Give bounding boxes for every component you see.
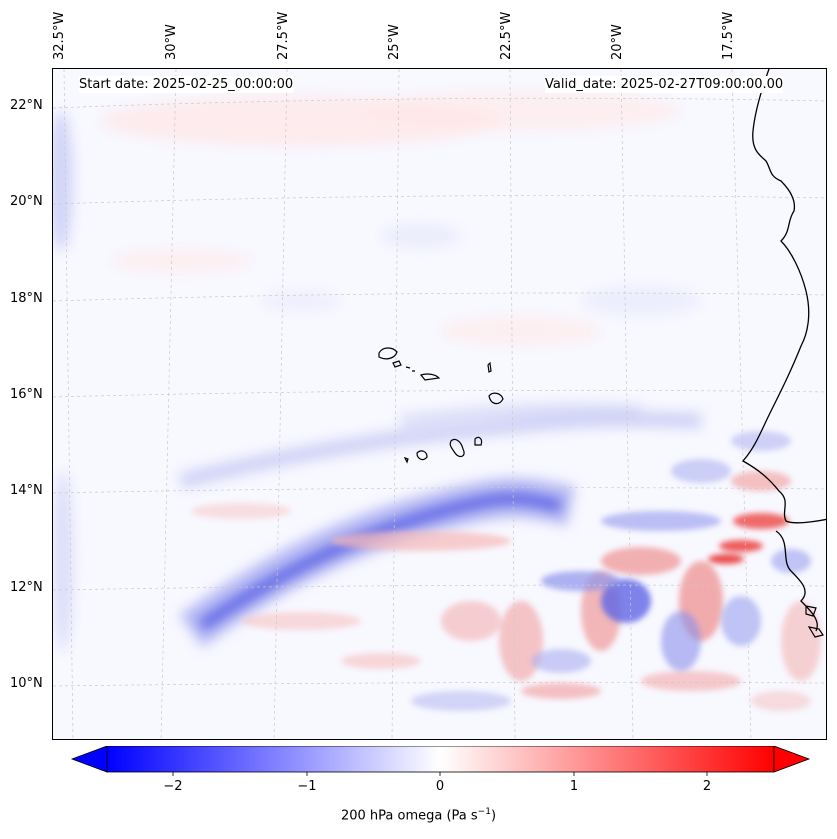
lon-label-22-5w: 22.5°W xyxy=(499,11,514,60)
omega-field xyxy=(53,69,826,739)
colorbar-tick-2: 2 xyxy=(702,779,712,794)
colorbar-min-extension xyxy=(70,746,108,773)
lat-label-14n: 14°N xyxy=(10,483,43,498)
start-date-label: Start date: 2025-02-25_00:00:00 xyxy=(79,76,294,93)
graticule xyxy=(53,69,826,739)
islands xyxy=(378,347,824,638)
background-shading xyxy=(53,91,701,651)
lat-label-18n: 18°N xyxy=(10,291,43,306)
sinking-band xyxy=(179,403,702,648)
lat-label-16n: 16°N xyxy=(10,387,43,402)
colorbar xyxy=(70,746,811,776)
lon-label-30w: 30°W xyxy=(164,24,179,60)
lat-label-12n: 12°N xyxy=(10,580,43,595)
colorbar-label-close: ) xyxy=(490,808,497,824)
lon-label-20w: 20°W xyxy=(610,24,625,60)
valid-date-label: Valid_date: 2025-02-27T09:00:00.00 xyxy=(545,76,784,93)
lat-label-20n: 20°N xyxy=(10,194,43,209)
sinking-patches xyxy=(411,431,811,711)
colorbar-max-extension xyxy=(773,746,811,773)
lat-label-10n: 10°N xyxy=(10,676,43,691)
colorbar-tick-0: 0 xyxy=(435,779,445,794)
lon-label-25w: 25°W xyxy=(387,24,402,60)
lon-label-32-5w: 32.5°W xyxy=(52,11,67,60)
coastline xyxy=(741,69,826,632)
lon-label-27-5w: 27.5°W xyxy=(276,11,291,60)
colorbar-label-exponent: −1 xyxy=(477,807,491,817)
colorbar-label-text: 200 hPa omega (Pa s xyxy=(340,808,478,824)
colorbar-tick-1: 1 xyxy=(569,779,579,794)
colorbar-gradient xyxy=(106,746,775,773)
map-panel xyxy=(52,68,827,740)
lat-label-22n: 22°N xyxy=(10,98,43,113)
lon-label-17-5w: 17.5°W xyxy=(721,11,736,60)
colorbar-label: 200 hPa omega (Pa s−1) xyxy=(0,807,837,823)
colorbar-tick-neg1: −1 xyxy=(297,779,317,794)
colorbar-tick-neg2: −2 xyxy=(163,779,183,794)
